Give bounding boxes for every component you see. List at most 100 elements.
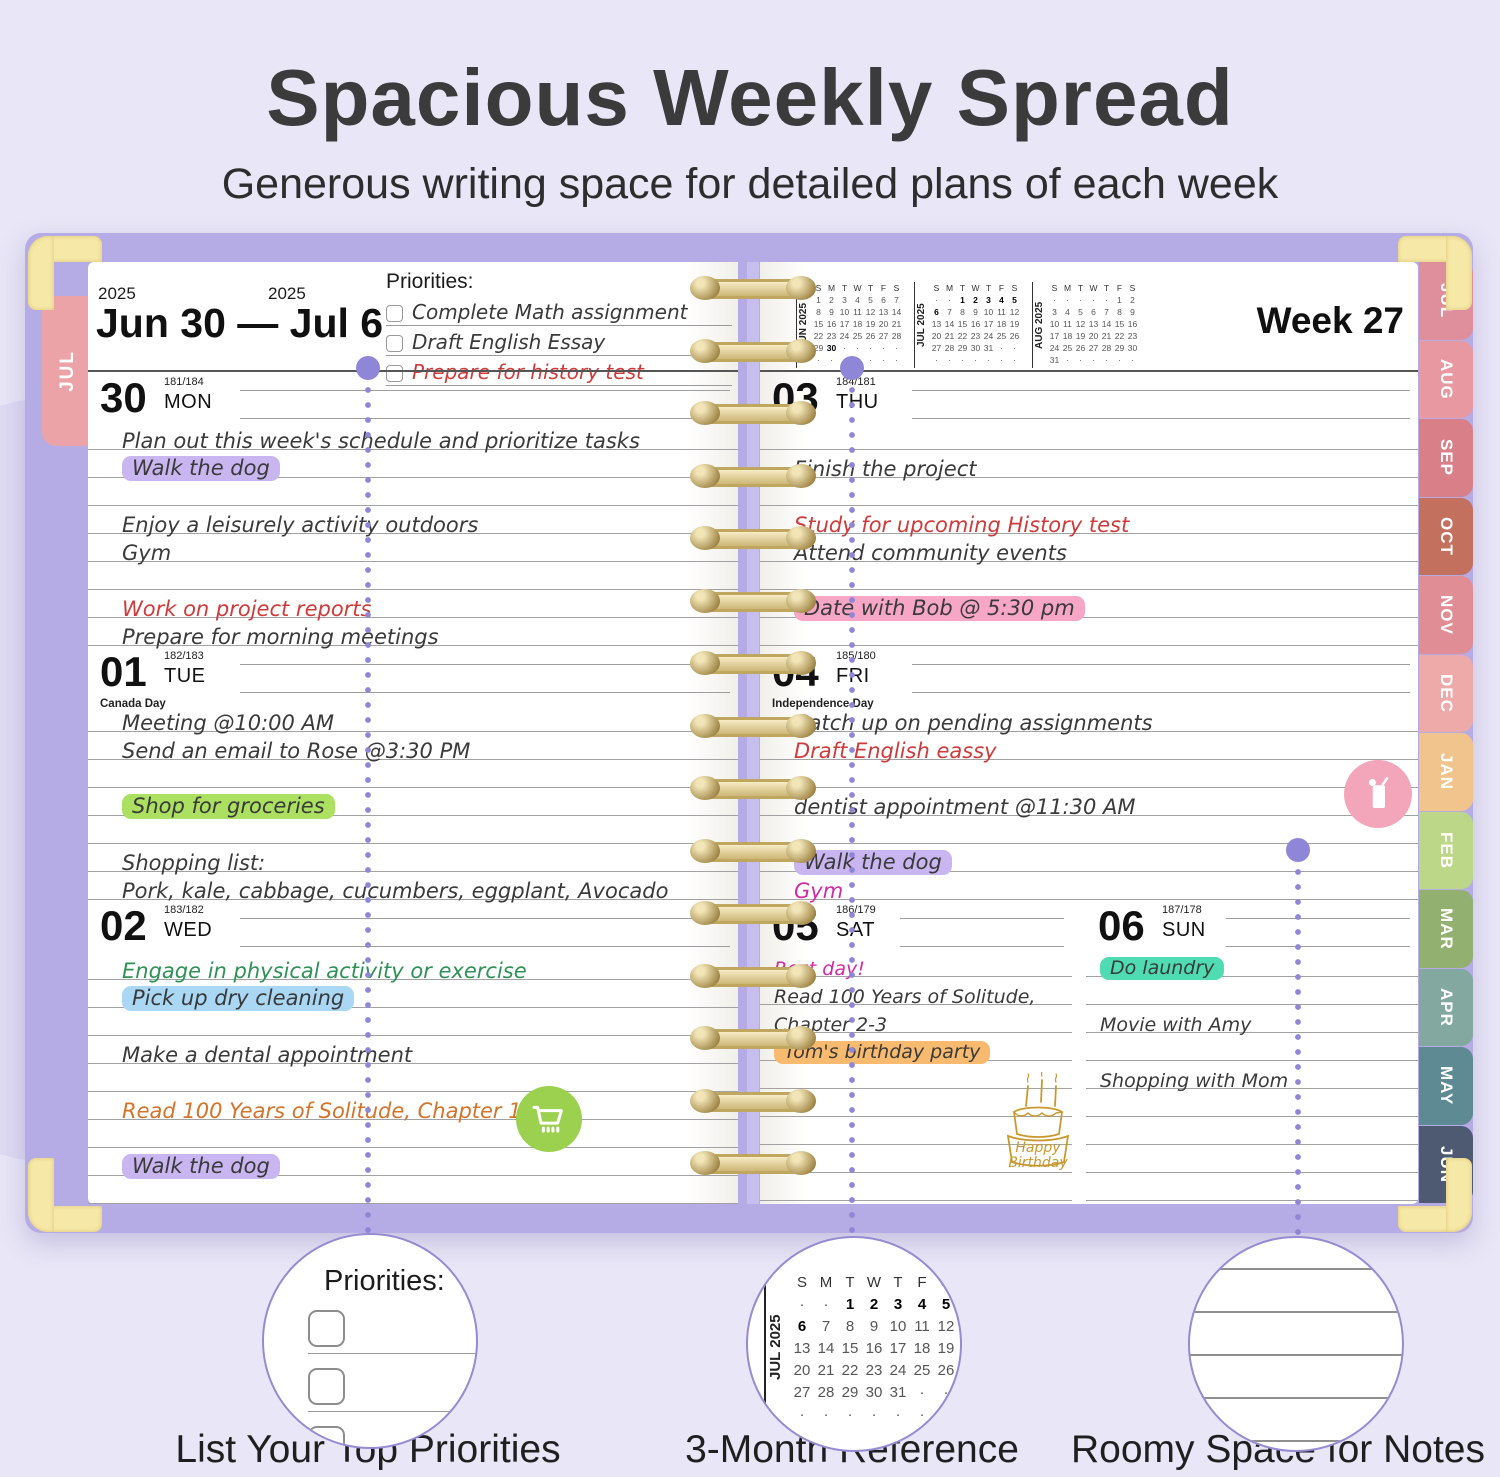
month-tab-label: APR — [1437, 987, 1456, 1027]
spiral-ring — [786, 463, 816, 488]
calendar-day-cell: 29 — [841, 1384, 859, 1401]
spiral-ring — [786, 588, 816, 613]
calendar-day-cell: 5 — [1078, 307, 1083, 317]
ruled-line — [900, 918, 1064, 920]
callout-priority-row — [308, 1297, 476, 1354]
ruled-line — [760, 478, 1418, 506]
corner-protector — [28, 236, 102, 310]
calendar-dow-cell: W — [971, 283, 980, 293]
calendar-day-cell: · — [799, 1296, 805, 1313]
day-lines: Plan out this week's schedule and priori… — [88, 422, 738, 649]
priorities-block: Priorities: Complete Math assignment Draf… — [386, 270, 732, 386]
ruled-line — [760, 816, 1418, 844]
week-number-label: Week 27 — [1256, 300, 1404, 341]
ruled-line: Read 100 Years of Solitude, Chapter 1 — [88, 1092, 738, 1123]
ruled-line — [88, 816, 738, 844]
year-start: 2025 — [98, 284, 136, 303]
handwritten-entry: Read 100 Years of Solitude, Chapter 1 — [122, 1099, 522, 1123]
day-lines: Meeting @10:00 AM Send an email to Rose @… — [88, 704, 738, 903]
calendar-day-cell: 11 — [914, 1318, 930, 1335]
ruled-line — [88, 1176, 738, 1204]
calendar-dow-cell: M — [827, 283, 836, 293]
ruled-line — [760, 1117, 1072, 1145]
ruled-line: Draft English eassy — [760, 732, 1418, 763]
weekend-row: 05186/179SATRest day!Read 100 Years of S… — [760, 900, 1418, 1201]
callout-priority-checkbox — [308, 1368, 345, 1405]
calendar-day-cell: 24 — [889, 1362, 907, 1379]
day-section-tue: 01 182/183 TUE Canada Day Meeting @10:00 AM S… — [88, 646, 738, 903]
calendar-day-cell: 19 — [1075, 331, 1086, 341]
day-number: 01 — [100, 648, 147, 695]
ruled-line — [1086, 1089, 1418, 1117]
left-month-tab-jul: JUL — [42, 296, 94, 446]
calendar-day-cell: · — [1000, 343, 1003, 353]
calendar-dow-cell: T — [1077, 283, 1084, 293]
month-tab-mar: MAR — [1419, 890, 1473, 968]
calendar-day-cell: 2 — [1130, 295, 1135, 305]
day-of-year: 182/183 — [164, 650, 204, 662]
calendar-dow-cell: S — [796, 1274, 807, 1291]
handwritten-entry: Shop for groceries — [122, 794, 335, 819]
calendar-dow-cell: W — [853, 283, 862, 293]
month-tab-label: NOV — [1437, 594, 1456, 635]
calendar-dow-cell: S — [1011, 283, 1018, 293]
calendar-day-cell: · — [869, 343, 872, 353]
calendar-day-cell: · — [1092, 295, 1095, 305]
ruled-line: Gym — [760, 872, 1418, 903]
spiral-loop — [688, 837, 818, 865]
calendar-day-cell: · — [895, 1406, 901, 1423]
handwritten-entry: Walk the dog — [122, 1154, 280, 1179]
calendar-day-cell: 26 — [1075, 343, 1086, 353]
ruled-line: dentist appointment @11:30 AM — [760, 788, 1418, 819]
ruled-line: Walk the dog — [88, 450, 738, 481]
spiral-ring — [786, 1088, 816, 1113]
spiral-ring — [786, 526, 816, 550]
handwritten-entry: Pick up dry cleaning — [122, 986, 355, 1011]
day-name: TUE — [164, 665, 206, 687]
callout-notes-space — [1188, 1236, 1404, 1452]
calendar-day-cell: · — [869, 355, 872, 365]
calendar-day-cell: 20 — [793, 1362, 811, 1379]
corner-protector — [1398, 1158, 1472, 1232]
calendar-day-cell: 16 — [826, 319, 837, 329]
calendar-day-cell: 26 — [1009, 331, 1020, 341]
calendar-day-cell: 27 — [931, 343, 942, 353]
calendar-day-cell: 12 — [937, 1318, 955, 1335]
calendar-dow-cell: T — [893, 1274, 903, 1291]
spiral-ring — [690, 776, 720, 800]
calendar-day-cell: 16 — [865, 1340, 883, 1357]
handwritten-entry: Tom's birthday party — [774, 1041, 991, 1064]
ruled-line — [88, 1120, 738, 1148]
calendar-day-cell: 5 — [868, 295, 873, 305]
calendar-day-cell: · — [1066, 295, 1069, 305]
spiral-loop — [688, 274, 818, 302]
spiral-ring — [690, 526, 720, 550]
day-lines: Finish the project Study for upcoming His… — [760, 422, 1418, 646]
ruled-line — [760, 562, 1418, 590]
priority-item-text: Draft English Essay — [412, 330, 606, 354]
ruled-line: Pork, kale, cabbage, cucumbers, eggplant… — [88, 872, 738, 903]
calendar-day-cell: 15 — [1114, 319, 1125, 329]
mini-calendar-grid: S M T W T F S · · 1 2 3 4 5 6 7 8 9 10 11 12 13 14 15 16 17 18 19 20… — [930, 282, 1021, 374]
mini-calendar-aug-2025: AUG 2025 S M T W T F S · · · · · 1 2 3 4 5 6 7 8 9 10 11 12 13 14 1… — [1032, 282, 1146, 374]
ruled-line — [912, 664, 1410, 666]
ruled-line: Tom's birthday party — [760, 1033, 1072, 1064]
ruled-line: Finish the project — [760, 450, 1418, 481]
ruled-line — [1226, 946, 1410, 948]
month-tab-label: OCT — [1437, 516, 1456, 556]
ruled-line — [1086, 1145, 1418, 1173]
spiral-ring — [786, 713, 816, 738]
page-title: Spacious Weekly Spread — [266, 53, 1234, 142]
calendar-day-cell: · — [1105, 355, 1108, 365]
priority-item-text: Prepare for history test — [412, 360, 644, 384]
calendar-day-cell: · — [895, 343, 898, 353]
calendar-day-cell: 17 — [889, 1340, 907, 1357]
ruled-line — [912, 390, 1410, 392]
callout-note-line — [1190, 1354, 1402, 1356]
calendar-day-cell: 30 — [826, 343, 837, 353]
calendar-day-cell: 2 — [869, 1296, 879, 1313]
calendar-dow-cell: T — [1103, 283, 1110, 293]
ruled-line: Attend community events — [760, 534, 1418, 565]
spiral-loop — [688, 399, 818, 427]
calendar-day-cell: · — [935, 295, 938, 305]
